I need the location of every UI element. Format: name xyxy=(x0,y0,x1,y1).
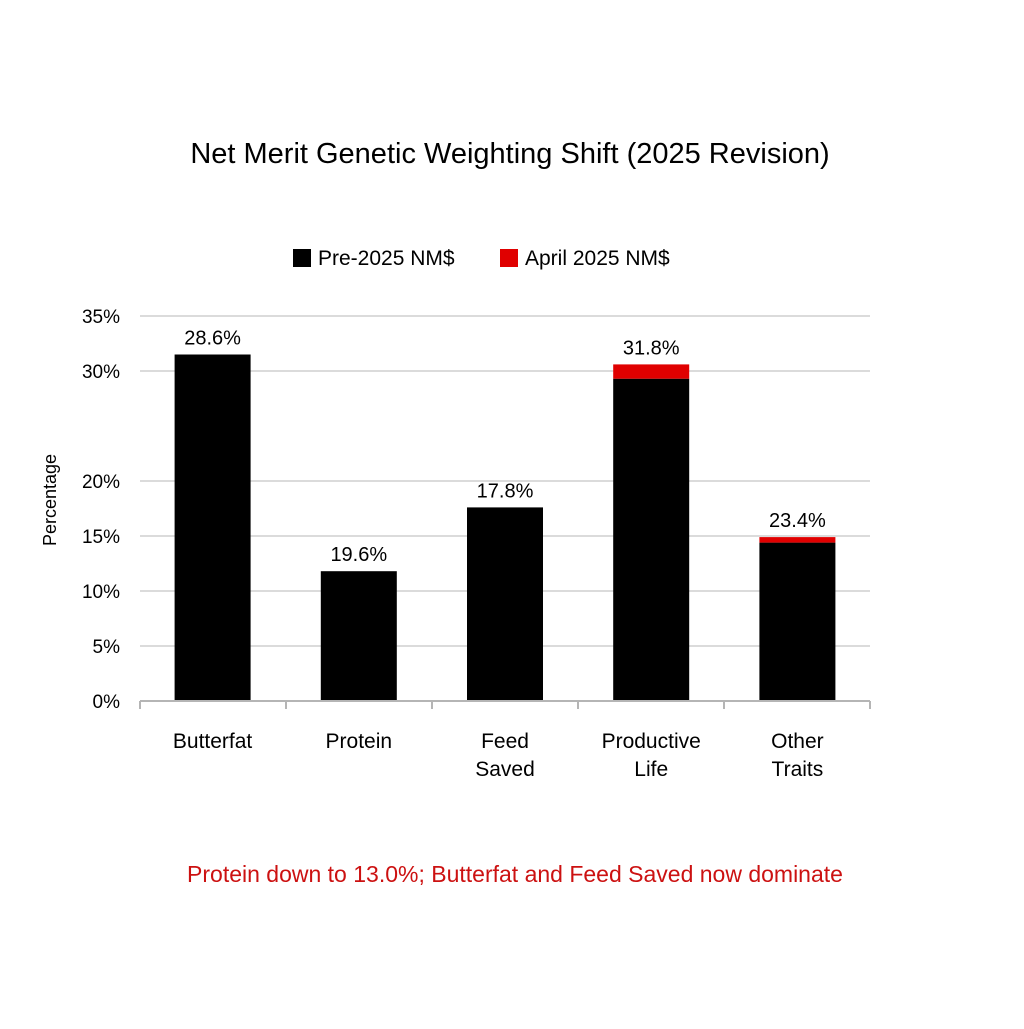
y-axis-ticks: 0% 5% 10% 15% 20% 30% 35% xyxy=(82,307,120,713)
chart-title: Net Merit Genetic Weighting Shift (2025 … xyxy=(190,138,829,170)
legend-swatch-april-2025 xyxy=(500,249,518,267)
bar-pre-2025-1 xyxy=(320,571,397,701)
legend-label-pre-2025: Pre-2025 NM$ xyxy=(318,247,455,270)
x-axis xyxy=(139,700,871,709)
data-label-3: 31.8% xyxy=(623,337,680,359)
y-tick-label-30: 30% xyxy=(82,362,120,383)
bar-april-2025-4 xyxy=(759,537,836,543)
legend-swatch-pre-2025 xyxy=(293,249,311,267)
bar-pre-2025-3 xyxy=(613,378,690,701)
y-tick-label-10: 10% xyxy=(82,582,120,603)
bar-april-2025-3 xyxy=(613,364,690,379)
y-tick-label-15: 15% xyxy=(82,527,120,548)
y-tick-label-35: 35% xyxy=(82,307,120,328)
bar-pre-2025-2 xyxy=(467,507,543,701)
data-label-4: 23.4% xyxy=(769,510,826,532)
y-tick-label-0: 0% xyxy=(93,692,121,713)
category-label-0: Butterfat xyxy=(173,730,253,753)
y-tick-label-20: 20% xyxy=(82,472,120,493)
y-tick-label-5: 5% xyxy=(93,637,121,658)
bars xyxy=(174,354,836,701)
data-labels: 28.6% 19.6% 17.8% 31.8% 23.4% xyxy=(184,328,826,567)
category-label-3: Productive Life xyxy=(602,730,701,781)
data-label-2: 17.8% xyxy=(477,480,534,502)
category-label-2: Feed Saved xyxy=(475,730,535,781)
bar-pre-2025-4 xyxy=(759,542,836,701)
legend: Pre-2025 NM$ April 2025 NM$ xyxy=(293,247,670,270)
category-label-4: Other Traits xyxy=(771,730,824,781)
category-labels: Butterfat Protein Feed Saved Productive Life O… xyxy=(173,730,824,781)
category-label-1: Protein xyxy=(326,730,393,753)
data-label-1: 19.6% xyxy=(330,544,387,566)
y-axis-label: Percentage xyxy=(40,454,60,546)
bar-pre-2025-0 xyxy=(174,354,251,701)
legend-label-april-2025: April 2025 NM$ xyxy=(525,247,670,270)
data-label-0: 28.6% xyxy=(184,328,241,350)
chart-annotation: Protein down to 13.0%; Butterfat and Fee… xyxy=(187,861,843,887)
